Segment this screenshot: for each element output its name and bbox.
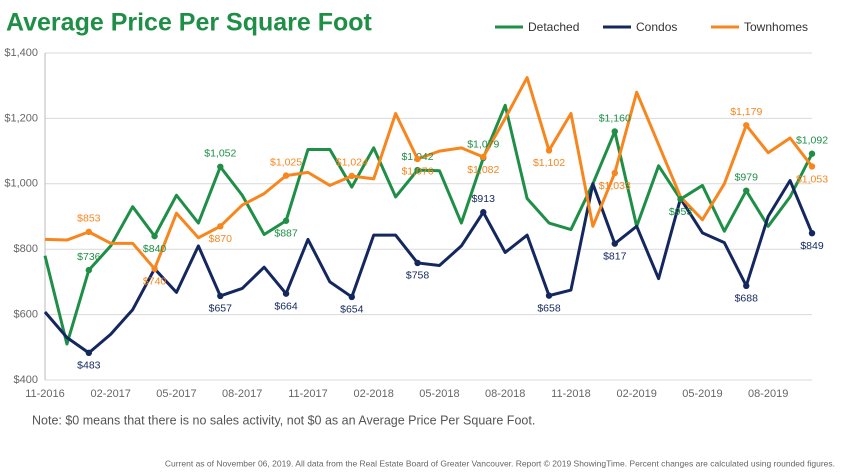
data-label: $1,179	[730, 106, 762, 118]
data-label: $1,076	[401, 166, 433, 178]
data-point	[808, 229, 816, 237]
x-tick-label: 11-2017	[288, 388, 328, 400]
data-label: $688	[735, 293, 759, 305]
series-line	[43, 103, 814, 346]
data-label: $979	[735, 171, 759, 183]
data-point	[480, 209, 487, 216]
data-point	[611, 128, 618, 135]
data-point	[545, 292, 553, 299]
data-label: $740	[143, 276, 167, 288]
data-point	[743, 187, 750, 194]
data-point	[611, 240, 618, 247]
data-point	[282, 217, 290, 224]
x-tick-label: 11-2016	[25, 388, 65, 400]
data-point	[348, 172, 355, 180]
x-tick-label: 08-2019	[748, 388, 788, 400]
data-label: $1,092	[796, 134, 828, 146]
x-tick-label: 05-2017	[156, 388, 196, 400]
data-point	[85, 228, 93, 236]
data-point	[85, 349, 93, 357]
y-tick-label: $1,000	[4, 178, 38, 190]
data-label: $849	[800, 240, 824, 252]
data-point	[808, 163, 816, 170]
y-tick-label: $600	[14, 309, 38, 321]
data-label: $736	[77, 251, 101, 263]
x-tick-label: 11-2018	[551, 388, 591, 400]
footer: Current as of November 06, 2019. All dat…	[165, 458, 835, 468]
x-tick-label: 08-2018	[485, 388, 525, 400]
data-point	[85, 266, 93, 274]
x-tick-label: 08-2017	[222, 388, 262, 400]
data-label: $1,053	[796, 173, 828, 185]
data-label: $664	[274, 300, 298, 312]
x-tick-label: 05-2019	[682, 388, 722, 400]
data-point	[217, 292, 224, 300]
data-label: $1,024	[336, 157, 368, 169]
x-tick-label: 02-2018	[354, 388, 394, 400]
data-label: $913	[472, 193, 496, 205]
x-tick-label: 05-2018	[419, 388, 459, 400]
data-label: $817	[603, 250, 627, 262]
data-label: $1,033	[599, 180, 631, 192]
x-tick-label: 02-2017	[91, 388, 131, 400]
data-label: $953	[669, 206, 693, 218]
legend-label: Condos	[636, 20, 677, 34]
data-label: $483	[77, 360, 101, 372]
data-label: $1,052	[204, 148, 236, 160]
y-tick-label: $1,200	[4, 112, 38, 124]
data-label: $1,079	[467, 139, 499, 151]
data-point	[348, 293, 355, 301]
data-label: $654	[340, 304, 364, 316]
data-label: $870	[209, 233, 233, 245]
data-label: $887	[274, 228, 298, 240]
data-point	[282, 172, 290, 179]
legend-label: Townhomes	[744, 20, 808, 34]
data-label: $1,160	[599, 112, 631, 124]
series-line	[44, 76, 814, 271]
x-tick-label: 02-2019	[616, 388, 656, 400]
data-point	[808, 150, 816, 157]
data-point	[677, 195, 684, 203]
data-point	[217, 223, 224, 230]
data-label: $658	[537, 302, 561, 314]
data-point	[414, 259, 421, 267]
data-point	[743, 122, 750, 129]
note: Note: $0 means that there is no sales ac…	[32, 413, 535, 427]
data-label: $853	[77, 213, 101, 225]
data-label: $1,082	[467, 164, 499, 176]
data-label: $840	[143, 243, 167, 255]
data-point	[282, 290, 290, 297]
series-line	[43, 179, 814, 355]
chart-title: Average Price Per Square Foot	[6, 9, 373, 37]
data-label: $1,102	[533, 157, 565, 169]
data-point	[151, 232, 158, 240]
data-point	[151, 265, 158, 273]
data-point	[480, 153, 487, 161]
y-tick-label: $1,400	[4, 47, 38, 59]
data-label: $758	[406, 270, 430, 282]
data-label: $1,025	[270, 156, 302, 168]
data-point	[611, 169, 618, 177]
y-tick-label: $400	[14, 374, 38, 386]
data-point	[414, 155, 421, 163]
data-point	[545, 147, 553, 154]
data-point	[414, 166, 421, 174]
y-tick-label: $800	[14, 243, 38, 255]
data-point	[743, 282, 750, 290]
legend-label: Detached	[528, 20, 579, 34]
data-point	[217, 163, 224, 170]
data-label: $657	[209, 303, 233, 315]
